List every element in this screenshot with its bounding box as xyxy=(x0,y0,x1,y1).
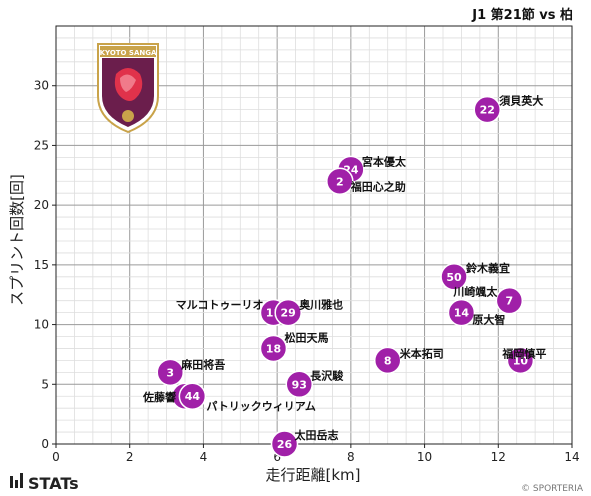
player-point: 3 麻田将吾 xyxy=(156,357,225,387)
player-point: 44 パトリックウィリアム xyxy=(178,382,316,413)
player-name-label: パトリックウィリアム xyxy=(206,400,316,413)
point-marker xyxy=(274,298,302,327)
x-tick-label: 2 xyxy=(126,450,134,464)
player-number: 44 xyxy=(185,390,201,403)
x-tick-label: 10 xyxy=(417,450,432,464)
x-tick-label: 6 xyxy=(273,450,281,464)
player-number: 50 xyxy=(446,271,462,284)
credit-text: © SPORTERIA xyxy=(521,484,584,494)
player-number: 26 xyxy=(277,438,293,451)
point-marker xyxy=(473,95,501,124)
y-tick-label: 0 xyxy=(41,437,49,451)
axes: 0 2 4 6 8 10 12 14 0 5 10 15 20 25 30 xyxy=(34,25,580,464)
point-marker xyxy=(178,382,207,410)
point-marker xyxy=(506,346,535,375)
y-tick-label: 30 xyxy=(34,79,49,93)
player-number: 93 xyxy=(292,378,307,391)
player-name-label: 原大智 xyxy=(472,313,505,327)
y-tick-label: 25 xyxy=(34,138,49,152)
player-name-label: 佐藤響 xyxy=(142,390,176,404)
point-marker xyxy=(373,346,402,375)
point-marker xyxy=(156,358,185,387)
chart-title: J1 第21節 vs 柏 xyxy=(471,7,573,23)
point-marker xyxy=(495,286,524,315)
player-name-label: 須貝英大 xyxy=(498,94,543,108)
y-tick-label: 15 xyxy=(34,258,49,272)
plot-frame xyxy=(55,25,573,445)
player-name-label: 宮本優太 xyxy=(362,154,407,168)
player-name-label: 福岡慎平 xyxy=(501,346,546,360)
player-name-label: 鈴木義宜 xyxy=(466,261,510,275)
brand-text: STATs xyxy=(28,474,79,493)
y-tick-label: 5 xyxy=(41,377,49,391)
player-name-label: 福田心之助 xyxy=(350,179,406,193)
player-number: 7 xyxy=(506,295,514,308)
point-marker xyxy=(447,298,476,327)
point-marker xyxy=(326,167,354,196)
player-number: 14 xyxy=(454,307,470,320)
x-tick-label: 8 xyxy=(347,450,355,464)
x-tick-label: 0 xyxy=(52,450,60,464)
player-point: 50 鈴木義宜 xyxy=(440,261,510,291)
y-tick-label: 10 xyxy=(34,318,49,332)
player-name-label: 麻田将吾 xyxy=(180,357,225,371)
player-number: 2 xyxy=(336,175,344,188)
player-number: 29 xyxy=(281,307,296,320)
x-tick-label: 4 xyxy=(200,450,208,464)
player-name-label: マルコトゥーリオ xyxy=(176,299,264,312)
point-marker xyxy=(440,263,468,291)
player-name-label: 長沢駿 xyxy=(310,368,344,382)
x-axis-label: 走行距離[km] xyxy=(265,466,360,484)
player-name-label: 太田岳志 xyxy=(294,428,339,442)
player-number: 8 xyxy=(384,354,392,367)
player-number: 3 xyxy=(166,366,174,379)
player-name-label: 松田天馬 xyxy=(284,330,328,344)
y-tick-label: 20 xyxy=(34,198,49,212)
player-number: 10 xyxy=(513,354,529,367)
player-name-label: 米本拓司 xyxy=(399,346,444,360)
player-name-label: 川崎颯太 xyxy=(452,285,498,299)
crest-text: KYOTO SANGA xyxy=(100,49,157,57)
x-tick-label: 12 xyxy=(491,450,506,464)
player-name-label: 奥川雅也 xyxy=(298,298,343,312)
player-point: 7 川崎颯太 xyxy=(452,285,524,315)
point-marker xyxy=(270,430,299,458)
stats-logo: STATs xyxy=(10,473,79,493)
y-axis-label: スプリント回数[回] xyxy=(8,174,26,306)
point-marker xyxy=(285,370,314,399)
player-point: 2 福田心之助 xyxy=(326,167,406,196)
player-point: 8 米本拓司 xyxy=(373,346,444,375)
player-number: 18 xyxy=(266,342,281,355)
club-crest-icon: KYOTO SANGA xyxy=(97,43,159,134)
player-number: 22 xyxy=(480,104,495,117)
point-marker xyxy=(259,334,288,363)
x-tick-label: 14 xyxy=(564,450,579,464)
